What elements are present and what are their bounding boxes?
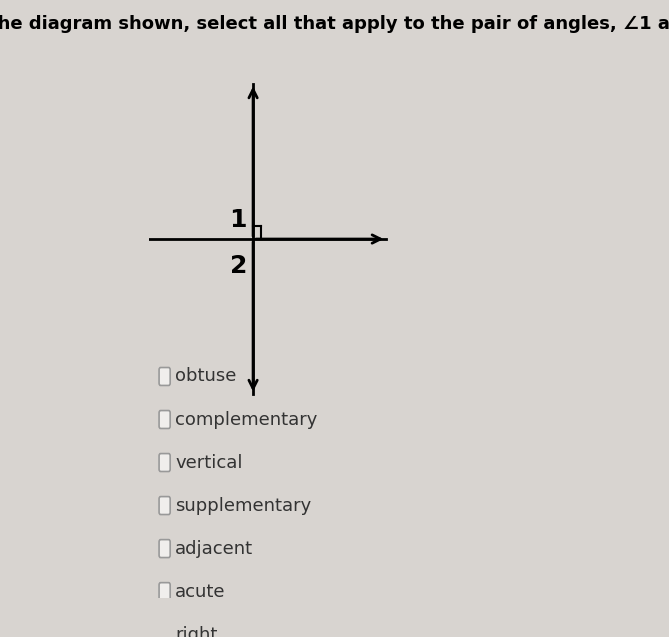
FancyBboxPatch shape xyxy=(159,626,170,637)
Text: obtuse: obtuse xyxy=(175,368,237,385)
FancyBboxPatch shape xyxy=(159,454,170,471)
Text: 1: 1 xyxy=(229,208,247,232)
FancyBboxPatch shape xyxy=(159,497,170,515)
Text: complementary: complementary xyxy=(175,410,318,429)
FancyBboxPatch shape xyxy=(159,583,170,601)
Text: vertical: vertical xyxy=(175,454,243,471)
FancyBboxPatch shape xyxy=(159,410,170,429)
FancyBboxPatch shape xyxy=(159,368,170,385)
Text: supplementary: supplementary xyxy=(175,497,312,515)
Text: 2: 2 xyxy=(230,254,248,278)
Text: Using the diagram shown, select all that apply to the pair of angles, ∠1 and ∠ 2: Using the diagram shown, select all that… xyxy=(0,15,669,33)
Text: right: right xyxy=(175,626,217,637)
Text: adjacent: adjacent xyxy=(175,540,254,557)
FancyBboxPatch shape xyxy=(159,540,170,557)
Text: acute: acute xyxy=(175,583,226,601)
